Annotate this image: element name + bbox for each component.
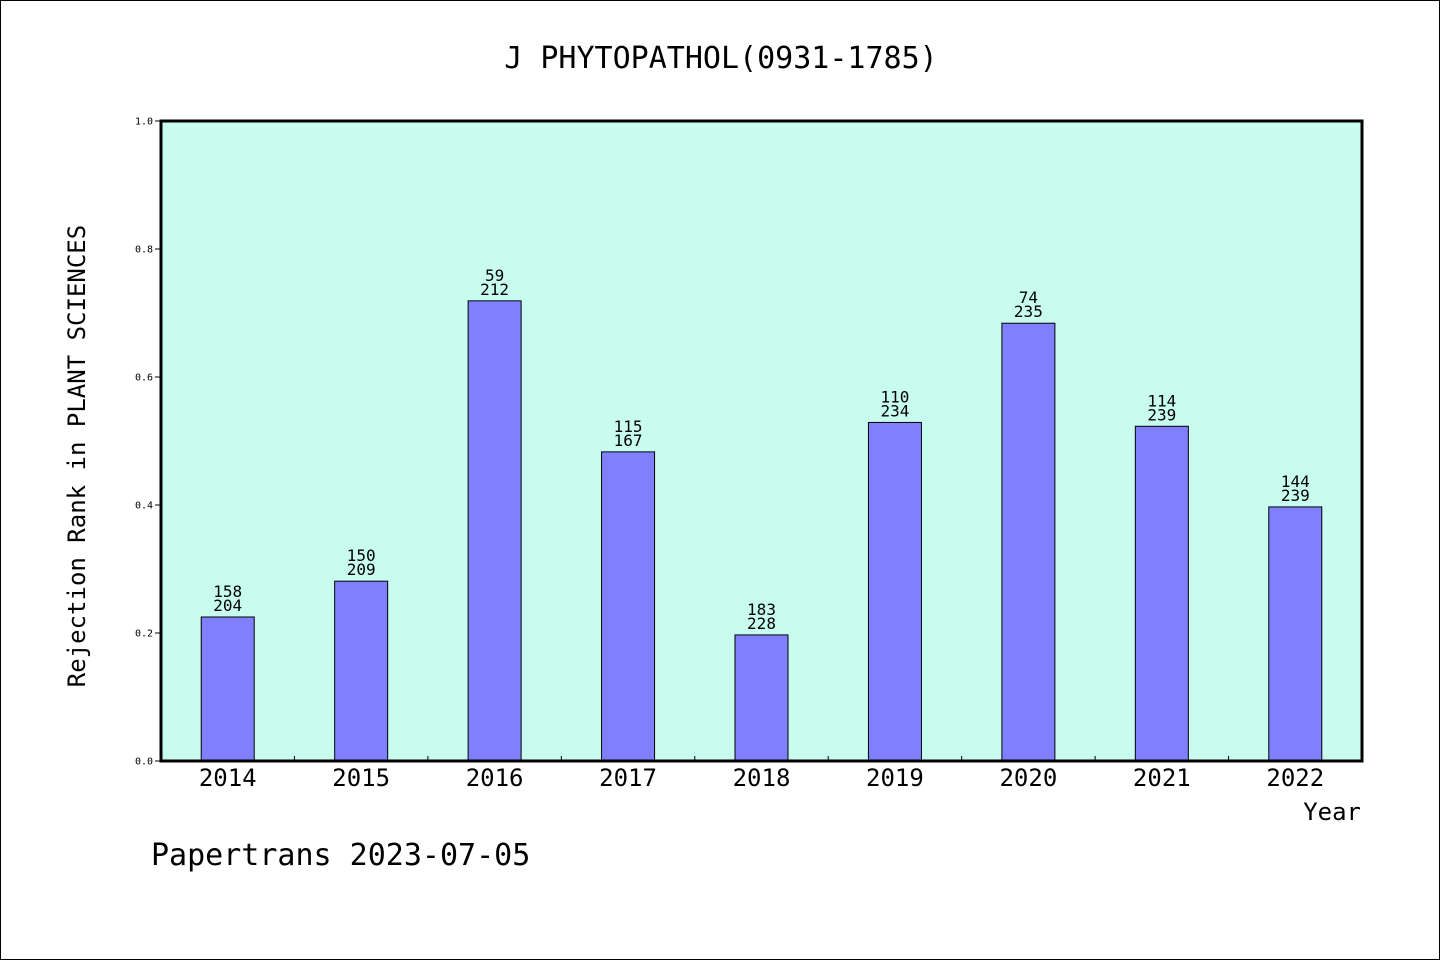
bar-rank-label: 115 (614, 417, 643, 436)
bar-total-label: 239 (1147, 405, 1176, 424)
y-tick-label: 1.0 (135, 117, 153, 128)
bar-2018 (734, 634, 789, 762)
bar-2019 (867, 421, 922, 762)
bar-total-label: 167 (614, 431, 643, 450)
x-axis-label: Year (1303, 798, 1361, 826)
bars-layer (200, 300, 1323, 762)
bar-total-label: 234 (880, 401, 909, 420)
bar-2017 (601, 451, 656, 762)
bar-total-label: 228 (747, 614, 776, 633)
x-tick-label: 2020 (999, 764, 1057, 792)
x-tick-label: 2014 (199, 764, 257, 792)
bar-2022 (1268, 506, 1323, 762)
footer-credit: Papertrans 2023-07-05 (151, 838, 530, 873)
x-tick-label: 2021 (1133, 764, 1191, 792)
bar-2014 (200, 616, 255, 762)
bar-rank-label: 144 (1281, 472, 1310, 491)
y-axis-label: Rejection Rank in PLANT SCIENCES (63, 225, 91, 687)
y-tick-label: 0.2 (135, 629, 153, 640)
bar-2016 (467, 300, 522, 762)
plot-frame (159, 119, 1364, 763)
x-tick-label: 2018 (733, 764, 791, 792)
bar-total-label: 209 (347, 560, 376, 579)
chart-title: J PHYTOPATHOL(0931-1785) (504, 41, 937, 76)
y-axis: 0.0 0.2 0.4 0.6 0.8 1.0 (135, 117, 161, 768)
x-axis: 2014 2015 2016 2017 2018 2019 2020 2021 2022 (199, 756, 1324, 792)
bar-2021 (1134, 425, 1189, 762)
bar-total-label: 212 (480, 280, 509, 299)
x-tick-label: 2019 (866, 764, 924, 792)
y-tick-label: 0.4 (135, 501, 153, 512)
y-tick-label: 0.8 (135, 245, 153, 256)
bar-total-label: 239 (1281, 486, 1310, 505)
y-tick-label: 0.6 (135, 373, 153, 384)
bar-rank-label: 183 (747, 600, 776, 619)
bar-rank-label: 74 (1019, 288, 1038, 307)
x-tick-label: 2017 (599, 764, 657, 792)
bar-rank-label: 150 (347, 546, 376, 565)
bar-total-label: 235 (1014, 302, 1043, 321)
bar-rank-label: 59 (485, 266, 504, 285)
x-tick-label: 2022 (1266, 764, 1324, 792)
bar-rank-label: 158 (213, 582, 242, 601)
x-tick-label: 2015 (332, 764, 390, 792)
x-tick-label: 2016 (466, 764, 524, 792)
bar-rank-label: 114 (1147, 391, 1176, 410)
bar-rank-label: 110 (880, 387, 909, 406)
bar-2020 (1001, 322, 1056, 762)
y-tick-label: 0.0 (135, 757, 153, 768)
bar-total-label: 204 (213, 596, 242, 615)
bar-2015 (334, 580, 389, 762)
